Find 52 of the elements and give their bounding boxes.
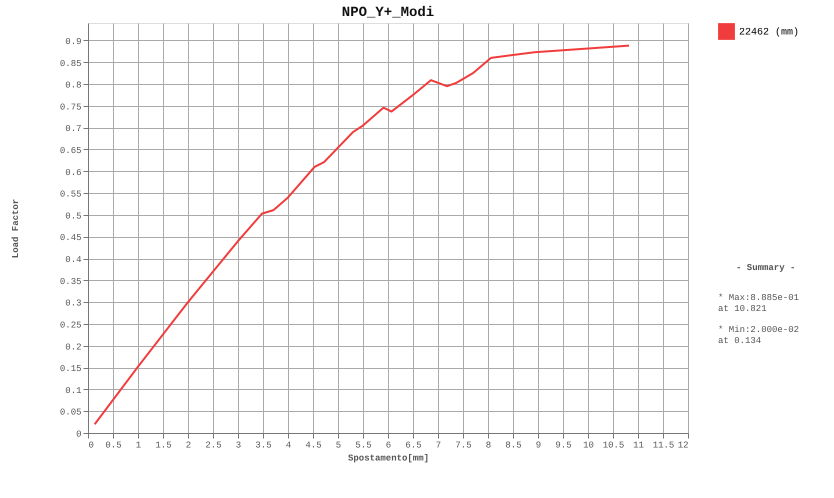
y-tick-label: 0.8 (65, 80, 82, 91)
y-tick-label: 0.4 (65, 255, 82, 266)
line-series (94, 44, 630, 426)
x-tick-label: 8.5 (505, 440, 522, 450)
x-tick-label: 11 (633, 440, 644, 450)
legend-label: 22462 (mm) (739, 26, 800, 38)
chart-title: NPO_Y+_Modi (342, 5, 434, 21)
y-tick-label: 0.35 (60, 276, 82, 287)
x-tick-label: 2.5 (205, 440, 222, 450)
x-tick-label: 1.5 (155, 440, 172, 450)
y-tick-label: 0.2 (65, 342, 82, 352)
y-tick-label: 0.7 (65, 124, 82, 134)
x-tick-label: 3 (236, 440, 242, 450)
x-tick-label: 0.5 (105, 440, 122, 450)
x-tick-label: 7 (436, 440, 442, 450)
y-tick-label: 0.85 (60, 58, 82, 69)
y-tick-label: 0.15 (60, 364, 82, 374)
x-tick-label: 5 (336, 440, 342, 450)
x-tick-label: 12 (678, 440, 688, 450)
y-tick-label: 0.75 (60, 102, 82, 112)
x-tick-label: 7.5 (455, 440, 472, 450)
y-axis-title: Load Factor (10, 198, 21, 258)
x-tick-label: 4 (286, 440, 292, 450)
y-tick-label: 0.6 (65, 168, 82, 178)
x-tick-label: 4.5 (305, 440, 322, 450)
x-tick-label: 6.5 (405, 440, 422, 450)
x-tick-label: 10 (583, 440, 594, 450)
text: * Max:8.885e-01 at 10.821 (718, 293, 800, 314)
x-tick-label: 1 (136, 440, 142, 450)
y-tick-label: 0.65 (60, 146, 82, 156)
y-tick-label: 0.1 (65, 386, 82, 396)
x-tick-label: 0 (88, 440, 94, 450)
x-tick-label: 2 (186, 440, 192, 450)
x-tick-label: 10.5 (602, 440, 624, 450)
y-tick-label: 0.25 (60, 320, 82, 330)
x-tick-label: 8 (486, 440, 492, 450)
y-tick-label: 0.3 (65, 298, 82, 309)
y-tick-label: 0.5 (65, 211, 82, 222)
y-tick-label: 0.45 (60, 233, 82, 244)
y-tick-label: 0 (76, 430, 82, 440)
x-tick-label: 3.5 (255, 440, 272, 450)
x-tick-label: 9.5 (555, 440, 572, 450)
x-tick-label: 11.5 (652, 440, 674, 450)
x-tick-label: 5.5 (355, 440, 372, 450)
x-tick-label: 6 (386, 440, 392, 450)
y-tick-label: 0.55 (60, 190, 82, 200)
text: - Summary - (736, 263, 796, 273)
y-tick-label: 0.05 (60, 408, 82, 418)
text: * Min:2.000e-02 at 0.134 (718, 325, 800, 346)
x-tick-label: 9 (536, 440, 542, 450)
y-tick-label: 0.9 (65, 36, 82, 47)
x-axis-title: Spostamento[mm] (348, 454, 430, 464)
